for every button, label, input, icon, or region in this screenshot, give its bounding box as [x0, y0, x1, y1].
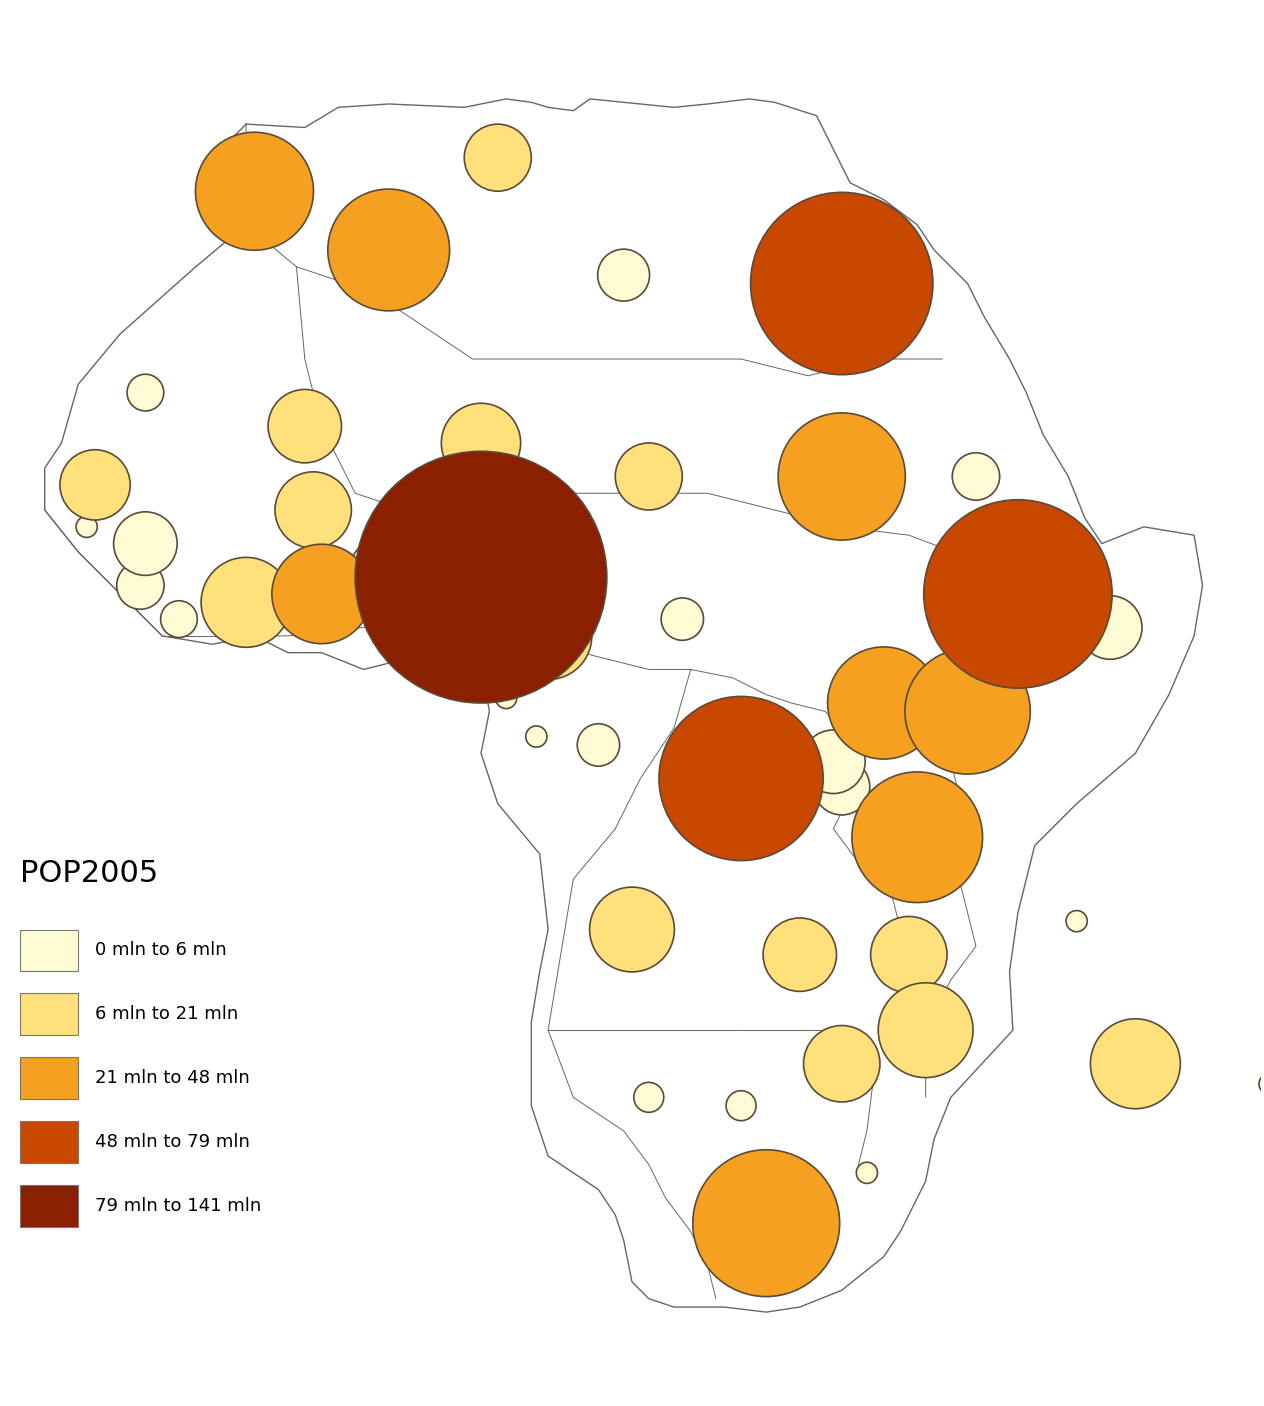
Circle shape [76, 516, 97, 537]
Circle shape [598, 249, 650, 301]
FancyBboxPatch shape [19, 1057, 78, 1099]
Text: 48 mln to 79 mln: 48 mln to 79 mln [95, 1133, 250, 1150]
Circle shape [905, 648, 1030, 775]
Circle shape [952, 453, 1000, 501]
Circle shape [616, 443, 683, 510]
Circle shape [272, 544, 372, 644]
Text: 0 mln to 6 mln: 0 mln to 6 mln [95, 942, 226, 959]
FancyBboxPatch shape [19, 929, 78, 972]
Circle shape [578, 724, 619, 766]
Circle shape [114, 512, 177, 575]
Circle shape [693, 1150, 839, 1296]
Circle shape [763, 918, 837, 991]
Circle shape [161, 600, 197, 637]
Circle shape [201, 557, 291, 647]
Circle shape [871, 917, 947, 993]
Circle shape [751, 193, 933, 374]
FancyBboxPatch shape [19, 993, 78, 1035]
Circle shape [526, 725, 547, 747]
Circle shape [116, 562, 164, 609]
Circle shape [661, 598, 704, 640]
Text: 6 mln to 21 mln: 6 mln to 21 mln [95, 1005, 239, 1024]
Circle shape [128, 374, 164, 411]
Circle shape [878, 983, 973, 1077]
Circle shape [726, 1091, 756, 1121]
Circle shape [495, 688, 517, 709]
Circle shape [1259, 1073, 1264, 1094]
Circle shape [852, 772, 982, 903]
Circle shape [801, 730, 865, 793]
Circle shape [1066, 911, 1087, 932]
Circle shape [779, 413, 905, 540]
Circle shape [804, 1025, 880, 1102]
Circle shape [329, 560, 382, 612]
Circle shape [1078, 596, 1141, 659]
Polygon shape [44, 98, 1202, 1312]
Circle shape [924, 499, 1112, 688]
FancyBboxPatch shape [19, 1121, 78, 1163]
Circle shape [196, 132, 313, 250]
Circle shape [276, 472, 351, 548]
FancyBboxPatch shape [19, 1185, 78, 1226]
Text: POP2005: POP2005 [19, 859, 158, 887]
Circle shape [856, 1163, 877, 1184]
Circle shape [504, 592, 592, 679]
Text: 79 mln to 141 mln: 79 mln to 141 mln [95, 1197, 262, 1215]
Circle shape [350, 538, 411, 599]
Circle shape [1049, 520, 1071, 541]
Circle shape [355, 451, 607, 703]
Circle shape [464, 124, 531, 191]
Circle shape [441, 404, 521, 482]
Text: 21 mln to 48 mln: 21 mln to 48 mln [95, 1069, 250, 1087]
Circle shape [268, 389, 341, 463]
Circle shape [1091, 1019, 1181, 1109]
Circle shape [589, 887, 675, 972]
Circle shape [659, 696, 823, 860]
Circle shape [59, 450, 130, 520]
Circle shape [828, 647, 939, 759]
Circle shape [801, 1208, 832, 1239]
Circle shape [814, 759, 870, 815]
Circle shape [327, 188, 450, 311]
Circle shape [633, 1083, 664, 1112]
